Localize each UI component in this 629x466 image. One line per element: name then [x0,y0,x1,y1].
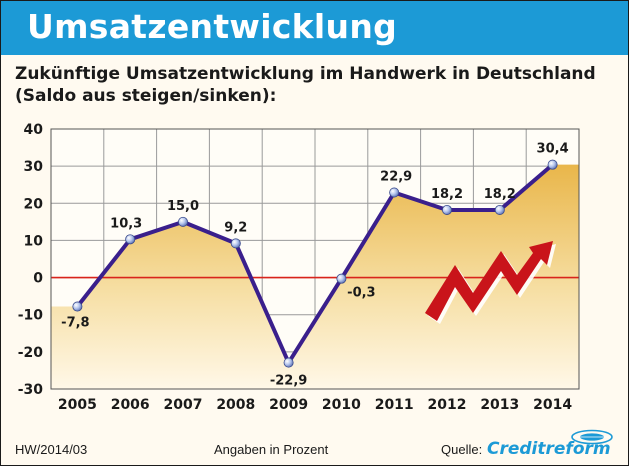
data-point [336,273,347,284]
data-label: 10,3 [110,216,142,231]
x-tick-label: 2007 [164,397,203,413]
data-label: 18,2 [484,187,516,202]
y-tick-label: 10 [24,233,44,249]
data-label: 15,0 [167,199,199,214]
y-tick-label: 20 [24,196,44,212]
logo-text: Creditreform [487,439,611,459]
x-tick-label: 2014 [533,397,572,413]
footer-code: HW/2014/03 [15,442,88,457]
data-label: -7,8 [61,316,89,331]
subtitle-line-2: (Saldo aus steigen/sinken): [15,86,277,106]
data-label: 9,2 [224,220,247,235]
x-tick-label: 2006 [111,397,150,413]
logo-emblem-icon [571,429,613,445]
y-tick-label: -10 [18,308,44,324]
y-tick-label: 40 [24,122,44,138]
x-tick-label: 2005 [58,397,97,413]
data-point [125,234,136,245]
data-point [494,204,505,215]
x-tick-label: 2009 [269,397,308,413]
data-point [547,159,558,170]
data-label: -22,9 [270,374,307,389]
footer-source-label: Quelle: [441,442,483,457]
creditreform-logo: Creditreform [487,429,615,461]
x-tick-label: 2008 [216,397,255,413]
data-label: -0,3 [347,286,375,301]
data-point [72,301,83,312]
data-point [283,357,294,368]
x-tick-label: 2010 [322,397,361,413]
y-tick-label: 0 [33,271,43,287]
series-line [75,162,555,365]
y-tick-label: 30 [24,159,44,175]
plot-border [50,128,580,390]
page-title: Umsatzentwicklung [27,7,398,46]
data-point [230,238,241,249]
x-tick-label: 2012 [428,397,467,413]
data-point [177,216,188,227]
data-label: 30,4 [537,142,569,157]
x-tick-label: 2013 [480,397,519,413]
y-tick-label: -20 [18,345,44,361]
data-label: 18,2 [431,187,463,202]
area-fill [51,164,579,389]
subtitle-line-1: Zukünftige Umsatzentwicklung im Handwerk… [15,64,596,84]
header-bar: Umsatzentwicklung [1,1,628,55]
data-label: 22,9 [380,170,412,185]
data-point [441,204,452,215]
chart-subtitle: Zukünftige Umsatzentwicklung im Handwerk… [15,63,615,107]
data-point [389,187,400,198]
y-tick-label: -30 [18,382,44,398]
x-tick-label: 2011 [375,397,414,413]
footer-unit-note: Angaben in Prozent [214,442,329,457]
trend-arrow-icon [425,241,553,321]
